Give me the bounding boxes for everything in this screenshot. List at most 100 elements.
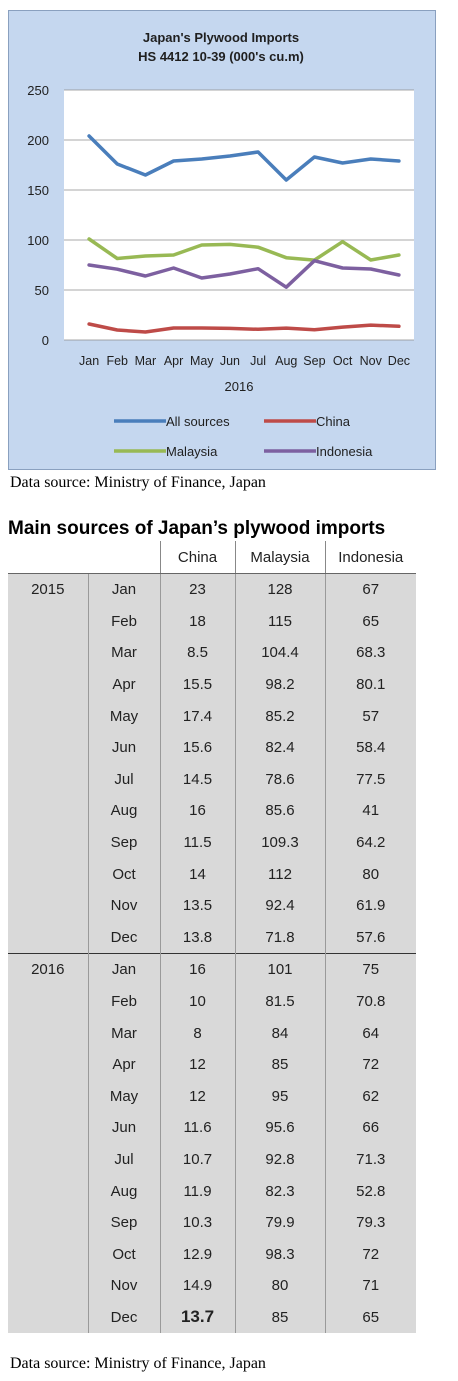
malaysia-value: 79.9 — [234, 1206, 325, 1239]
malaysia-value: 98.3 — [234, 1238, 325, 1271]
x-tick-label: Jun — [220, 354, 240, 368]
year-cell — [8, 858, 88, 890]
indonesia-value: 64.2 — [324, 826, 416, 859]
legend-label: Indonesia — [316, 444, 373, 459]
year-cell — [8, 921, 88, 954]
table-row: Jun 15.6 82.4 58.4 — [8, 731, 416, 764]
year-cell — [8, 605, 88, 638]
month-cell: Jul — [87, 1143, 160, 1176]
table-row: Nov 14.9 80 71 — [8, 1270, 416, 1302]
indonesia-value: 80.1 — [324, 668, 416, 701]
indonesia-value: 68.3 — [324, 637, 416, 669]
month-cell: Dec — [87, 921, 160, 954]
year-cell — [8, 795, 88, 827]
indonesia-value: 72 — [324, 1048, 416, 1081]
x-tick-label: Apr — [164, 354, 183, 368]
china-value: 10.3 — [159, 1206, 235, 1239]
table-row: Mar 8.5 104.4 68.3 — [8, 637, 416, 669]
indonesia-value: 71 — [324, 1270, 416, 1302]
month-cell: Feb — [87, 605, 160, 638]
imports-table: China Malaysia Indonesia 2015 Jan 23 128 67 F… — [8, 541, 416, 1334]
month-cell: Aug — [87, 795, 160, 827]
year-cell — [8, 1238, 88, 1271]
china-value: 15.6 — [159, 731, 235, 764]
table-row: Aug 11.9 82.3 52.8 — [8, 1175, 416, 1207]
year-cell — [8, 1143, 88, 1176]
month-cell: Dec — [87, 1301, 160, 1334]
malaysia-value: 104.4 — [234, 637, 325, 669]
china-value: 13.5 — [159, 889, 235, 922]
malaysia-value: 92.8 — [234, 1143, 325, 1176]
china-value: 14.9 — [159, 1270, 235, 1302]
plot-area — [64, 90, 414, 340]
indonesia-value: 61.9 — [324, 889, 416, 922]
header-month — [88, 541, 160, 574]
indonesia-value: 62 — [324, 1080, 416, 1113]
china-value: 11.9 — [159, 1175, 235, 1207]
china-value: 13.7 — [159, 1301, 235, 1334]
year-cell — [8, 668, 88, 701]
month-cell: Oct — [87, 1238, 160, 1271]
month-cell: Aug — [87, 1175, 160, 1207]
x-tick-label: Feb — [106, 354, 128, 368]
month-cell: Nov — [87, 889, 160, 922]
malaysia-value: 82.3 — [234, 1175, 325, 1207]
month-cell: Jul — [87, 763, 160, 796]
year-cell — [8, 1048, 88, 1081]
table-row: Sep 10.3 79.9 79.3 — [8, 1206, 416, 1239]
china-value: 16 — [159, 795, 235, 827]
malaysia-value: 98.2 — [234, 668, 325, 701]
year-cell — [8, 985, 88, 1018]
month-cell: Jan — [87, 572, 160, 606]
series-line-malaysia — [87, 237, 401, 262]
malaysia-value: 85 — [234, 1301, 325, 1334]
malaysia-value: 84 — [234, 1017, 325, 1049]
month-cell: Sep — [87, 1206, 160, 1239]
indonesia-value: 67 — [324, 572, 416, 606]
malaysia-value: 85 — [234, 1048, 325, 1081]
china-value: 17.4 — [159, 700, 235, 732]
year-cell: 2015 — [8, 572, 88, 606]
table-row: Mar 8 84 64 — [8, 1017, 416, 1049]
month-cell: Oct — [87, 858, 160, 890]
indonesia-value: 57 — [324, 700, 416, 732]
year-cell: 2016 — [8, 953, 88, 986]
year-cell — [8, 889, 88, 922]
indonesia-value: 80 — [324, 858, 416, 890]
indonesia-value: 70.8 — [324, 985, 416, 1018]
month-cell: Feb — [87, 985, 160, 1018]
malaysia-value: 112 — [234, 858, 325, 890]
x-tick-label: Dec — [388, 354, 410, 368]
china-value: 8.5 — [159, 637, 235, 669]
indonesia-value: 65 — [324, 1301, 416, 1334]
legend-label: Malaysia — [166, 444, 218, 459]
table-row: Jun 11.6 95.6 66 — [8, 1112, 416, 1144]
legend-label: All sources — [166, 414, 230, 429]
malaysia-value: 78.6 — [234, 763, 325, 796]
y-tick-label: 200 — [27, 133, 49, 148]
y-tick-label: 100 — [27, 233, 49, 248]
table-row: Aug 16 85.6 41 — [8, 795, 416, 827]
month-cell: Jun — [87, 731, 160, 764]
table-row: Nov 13.5 92.4 61.9 — [8, 889, 416, 922]
china-value: 16 — [159, 953, 235, 986]
year-cell — [8, 1017, 88, 1049]
month-cell: Apr — [87, 668, 160, 701]
indonesia-value: 64 — [324, 1017, 416, 1049]
table-row: Jul 14.5 78.6 77.5 — [8, 763, 416, 796]
year-cell — [8, 1112, 88, 1144]
year-cell — [8, 731, 88, 764]
china-value: 14 — [159, 858, 235, 890]
y-tick-label: 150 — [27, 183, 49, 198]
chart-panel: Japan's Plywood Imports HS 4412 10-39 (0… — [8, 10, 436, 470]
malaysia-value: 109.3 — [234, 826, 325, 859]
header-year — [8, 541, 88, 574]
china-value: 13.8 — [159, 921, 235, 954]
china-value: 10.7 — [159, 1143, 235, 1176]
table-row: 2015 Jan 23 128 67 — [8, 572, 416, 606]
china-value: 12 — [159, 1048, 235, 1081]
legend-label: China — [316, 414, 351, 429]
china-value: 8 — [159, 1017, 235, 1049]
year-cell — [8, 1080, 88, 1113]
month-cell: Jun — [87, 1112, 160, 1144]
